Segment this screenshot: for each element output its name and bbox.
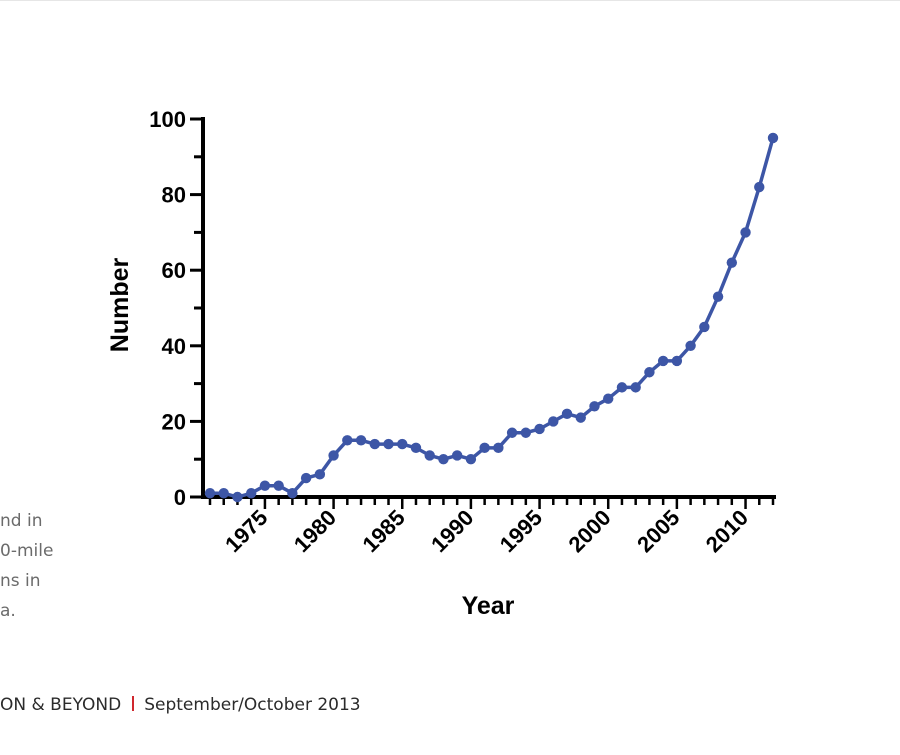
page-footer: ON & BEYOND September/October 2013 — [0, 695, 361, 715]
caption-line: a. — [0, 601, 16, 621]
x-axis: 1975 1980 1985 1990 1995 2000 2005 2010 — [201, 495, 776, 557]
x-tick-label: 1975 — [220, 505, 272, 557]
data-point — [355, 435, 367, 446]
data-point — [245, 488, 257, 499]
data-points — [204, 132, 779, 503]
data-point — [671, 355, 683, 367]
data-point — [232, 491, 243, 503]
data-point — [644, 367, 655, 378]
data-point — [479, 442, 490, 454]
caption-fragment: nd in 0-mile ns in a. — [0, 506, 53, 626]
data-point — [712, 291, 724, 302]
publication-name: ON & BEYOND — [0, 695, 122, 715]
data-point — [575, 412, 586, 423]
y-tick-label: 40 — [162, 334, 186, 359]
data-point — [218, 488, 229, 499]
data-point — [204, 488, 216, 499]
data-point — [410, 442, 422, 454]
y-tick-label: 0 — [174, 485, 186, 510]
data-point — [603, 393, 614, 404]
data-point — [740, 227, 751, 238]
data-point — [397, 438, 408, 450]
data-point — [451, 450, 463, 461]
x-tick-label: 1990 — [426, 505, 478, 557]
data-point — [520, 427, 532, 438]
caption-line: nd in — [0, 511, 43, 531]
data-point — [685, 340, 696, 351]
data-point — [259, 480, 271, 491]
data-point — [548, 416, 559, 427]
data-point — [287, 488, 298, 499]
caption-line: 0-mile — [0, 541, 54, 561]
data-point — [369, 438, 380, 450]
data-point — [424, 450, 435, 461]
x-tick-label: 2010 — [701, 505, 753, 557]
top-border — [0, 0, 900, 1]
y-axis: 0 20 40 60 80 100 — [149, 107, 205, 510]
data-point — [767, 132, 779, 144]
x-tick-label: 1995 — [495, 505, 547, 557]
data-point — [328, 450, 339, 461]
x-axis-title: Year — [462, 592, 515, 620]
data-point — [561, 408, 573, 420]
caption-line: ns in — [0, 571, 41, 591]
y-tick-label: 60 — [162, 258, 186, 283]
data-point — [616, 382, 628, 393]
footer-separator — [132, 696, 135, 711]
data-point — [438, 454, 449, 465]
data-point — [699, 321, 710, 333]
data-point — [273, 480, 284, 491]
y-tick-label: 80 — [162, 183, 186, 208]
data-point — [300, 472, 312, 484]
y-tick-label: 20 — [162, 409, 186, 434]
data-point — [589, 401, 600, 412]
x-tick-label: 2005 — [632, 505, 684, 557]
issue-date: September/October 2013 — [144, 695, 361, 715]
x-tick-label: 2000 — [563, 505, 615, 557]
data-point — [314, 469, 326, 480]
data-point — [726, 257, 738, 268]
data-point — [534, 423, 545, 435]
data-point — [754, 181, 765, 193]
y-axis-title: Number — [106, 258, 134, 353]
data-point — [342, 435, 353, 446]
data-point — [506, 427, 518, 438]
data-point — [493, 442, 504, 454]
x-tick-label: 1980 — [289, 505, 341, 557]
data-point — [465, 454, 477, 465]
data-point — [657, 355, 669, 367]
data-point — [383, 438, 394, 450]
x-tick-label: 1985 — [357, 505, 409, 557]
y-tick-label: 100 — [149, 107, 186, 132]
series-line — [208, 136, 775, 499]
data-point — [630, 382, 641, 393]
